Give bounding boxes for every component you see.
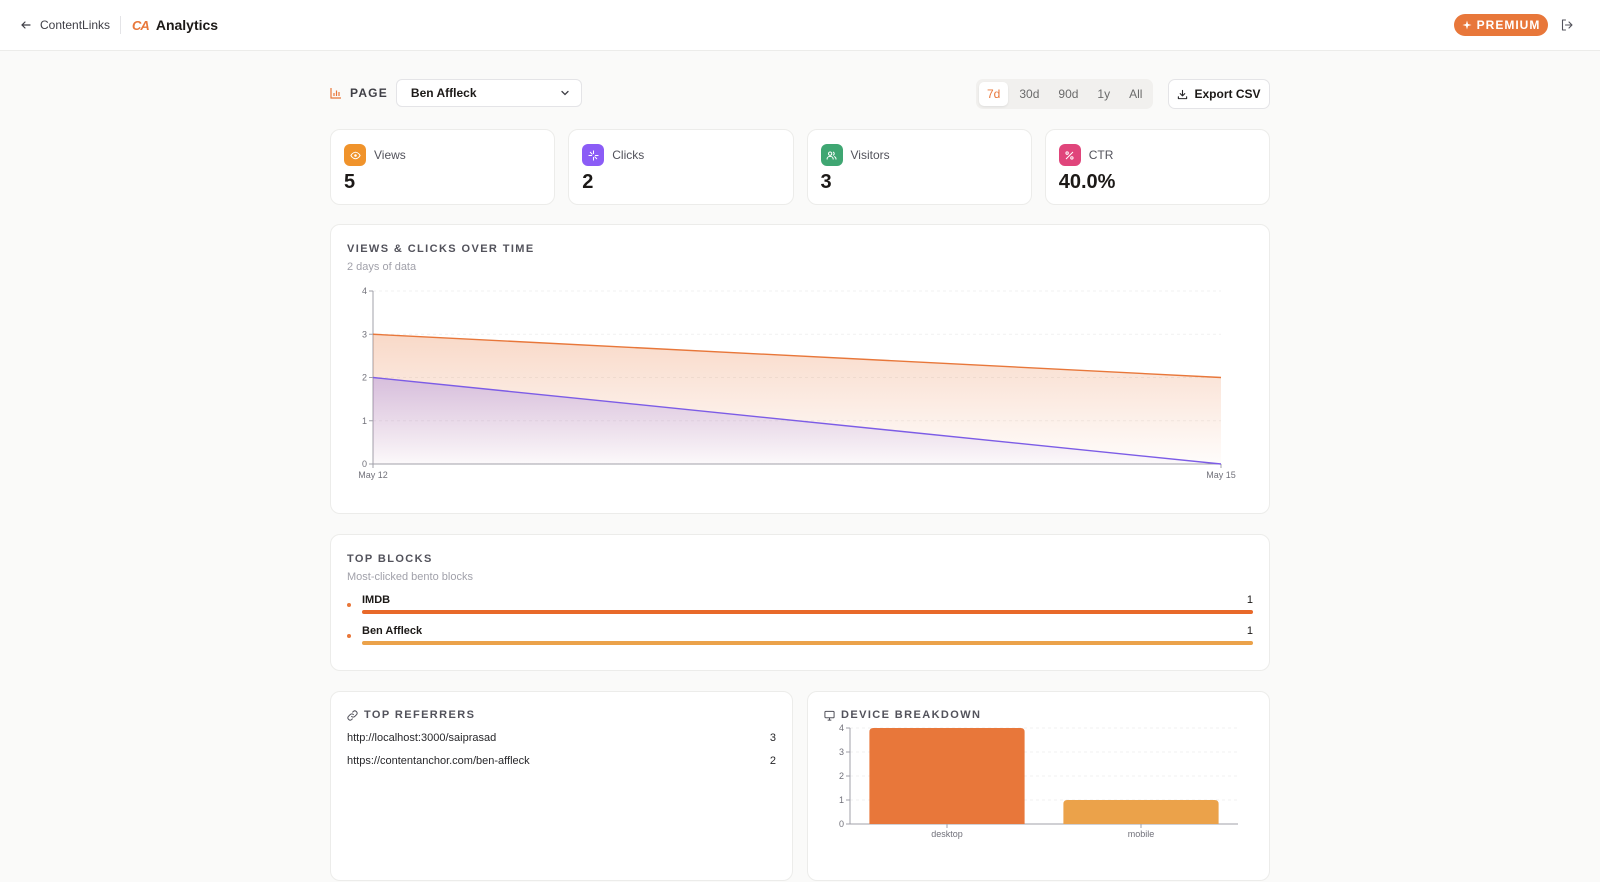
y-tick-label: 3	[839, 747, 844, 757]
stat-label: Views	[374, 148, 406, 162]
stat-card-ctr: CTR 40.0%	[1044, 129, 1270, 205]
section-subtitle: Most-clicked bento blocks	[347, 571, 473, 583]
y-tick-label: 2	[839, 771, 844, 781]
bullet-dot	[347, 603, 351, 607]
top-bar: ContentLinks CA Analytics PREMIUM	[0, 0, 1600, 51]
block-bar	[362, 610, 1253, 614]
stat-label: Visitors	[850, 148, 890, 162]
eye-icon	[344, 144, 366, 166]
top-blocks-card: TOP BLOCKS Most-clicked bento blocks IMD…	[330, 534, 1270, 671]
logo: CA	[132, 17, 150, 33]
stat-value: 3	[820, 171, 832, 193]
page-select-value: Ben Affleck	[410, 86, 477, 100]
block-label: IMDB	[362, 594, 391, 606]
block-row[interactable]: Ben Affleck 1	[347, 625, 1253, 645]
bottom-row: TOP REFERRERS http://localhost:3000/saip…	[330, 691, 1270, 881]
range-90d[interactable]: 90d	[1058, 87, 1079, 101]
premium-badge[interactable]: PREMIUM	[1454, 14, 1548, 36]
logout-icon[interactable]	[1560, 18, 1574, 32]
views-clicks-chart: 0 1 2 3 4 May 12 May 15	[358, 286, 1236, 480]
sparkle-icon	[1462, 20, 1472, 30]
referrer-row[interactable]: http://localhost:3000/saiprasad 3	[347, 732, 776, 744]
download-icon	[1178, 89, 1188, 99]
bar-chart-icon	[330, 88, 341, 99]
divider	[120, 16, 122, 34]
section-title: TOP REFERRERS	[364, 709, 476, 721]
y-tick-label: 4	[362, 286, 367, 296]
referrer-url: https://contentanchor.com/ben-affleck	[347, 755, 530, 767]
monitor-icon	[824, 710, 835, 721]
referrer-row[interactable]: https://contentanchor.com/ben-affleck 2	[347, 755, 776, 767]
section-title: DEVICE BREAKDOWN	[841, 709, 982, 721]
arrow-left-icon	[21, 21, 31, 29]
chevron-down-icon	[561, 90, 569, 96]
device-breakdown-card: 0 1 2 3 4 desktop mobile DEVICE BREAKDOWN	[807, 691, 1270, 881]
section-title: VIEWS & CLICKS OVER TIME	[347, 243, 535, 255]
stat-card-visitors: Visitors 3	[806, 129, 1032, 205]
percent-icon	[1058, 144, 1081, 166]
y-tick-label: 1	[839, 795, 844, 805]
link-icon	[347, 709, 358, 721]
stat-label: CTR	[1088, 148, 1114, 162]
page-filter-label: PAGE	[330, 86, 388, 100]
stat-label: Clicks	[612, 148, 645, 162]
stats-row: Views 5 Clicks 2 Visitors 3 CTR 40.0%	[330, 129, 1270, 205]
range-all[interactable]: All	[1129, 87, 1143, 101]
top-referrers-card: TOP REFERRERS http://localhost:3000/saip…	[330, 691, 793, 881]
range-30d[interactable]: 30d	[1019, 87, 1040, 101]
y-tick-label: 0	[839, 819, 844, 829]
stat-value: 2	[582, 171, 594, 193]
y-tick-label: 3	[362, 329, 367, 339]
export-csv-button[interactable]: Export CSV	[1168, 79, 1270, 109]
bar-desktop	[869, 728, 1025, 824]
views-clicks-chart-card: 0 1 2 3 4 May 12 May 15 VIEWS & CLICKS OVER TI…	[330, 224, 1270, 514]
bullet-dot	[347, 634, 351, 638]
y-tick-label: 0	[362, 459, 367, 469]
page-select[interactable]: Ben Affleck	[395, 79, 582, 107]
block-count: 1	[1246, 594, 1253, 606]
back-link[interactable]: ContentLinks	[20, 18, 110, 32]
section-subtitle: 2 days of data	[347, 261, 417, 273]
page-title: Analytics	[155, 17, 219, 33]
bar-mobile	[1063, 800, 1219, 824]
y-tick-label: 1	[362, 416, 367, 426]
premium-label: PREMIUM	[1476, 18, 1541, 32]
users-icon	[820, 144, 843, 166]
range-7d[interactable]: 7d	[979, 82, 1009, 106]
block-row[interactable]: IMDB 1	[347, 594, 1253, 614]
x-tick-label: mobile	[1128, 829, 1155, 839]
y-tick-label: 4	[839, 723, 844, 733]
stat-value: 5	[344, 171, 356, 193]
referrer-url: http://localhost:3000/saiprasad	[347, 732, 497, 744]
referrer-count: 3	[769, 732, 776, 744]
x-tick-label: May 12	[358, 470, 388, 480]
stat-value: 40.0%	[1058, 171, 1116, 193]
section-title: TOP BLOCKS	[347, 553, 433, 565]
filter-bar: PAGE Ben Affleck 7d 30d 90d 1y All Expor…	[330, 79, 1270, 109]
sparkle-icon	[582, 144, 605, 166]
stat-card-clicks: Clicks 2	[568, 129, 794, 205]
block-count: 1	[1246, 625, 1253, 637]
block-bar	[362, 641, 1253, 645]
x-tick-label: May 15	[1206, 470, 1236, 480]
referrer-count: 2	[769, 755, 776, 767]
series-line-views	[372, 333, 1222, 379]
range-1y[interactable]: 1y	[1097, 87, 1111, 101]
x-tick-label: desktop	[931, 829, 963, 839]
device-bar-chart: 0 1 2 3 4 desktop mobile	[839, 723, 1238, 839]
date-range-tabs: 7d 30d 90d 1y All	[976, 79, 1154, 109]
y-tick-label: 2	[362, 373, 367, 383]
back-link-label: ContentLinks	[40, 18, 111, 32]
stat-card-views: Views 5	[330, 129, 556, 205]
series-line-clicks	[372, 376, 1222, 465]
block-label: Ben Affleck	[362, 625, 423, 637]
